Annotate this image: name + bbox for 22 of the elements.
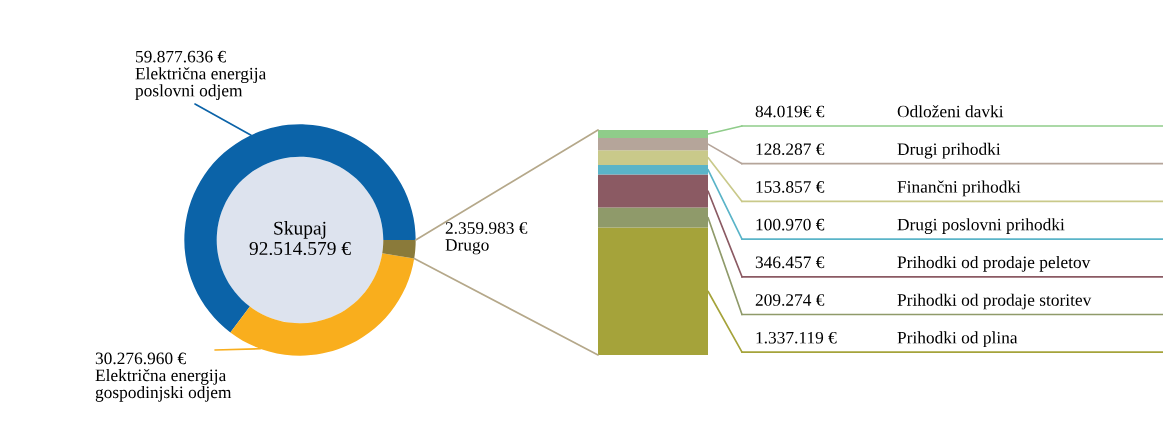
- data-label: 2.359.983 €: [445, 222, 528, 234]
- text: Prihodki od plina: [897, 331, 1018, 348]
- data-label: 153.857 €: [756, 181, 825, 193]
- text: Finančni prihodki: [897, 180, 1021, 197]
- slice-label: Električna energija poslovni odjem: [135, 67, 267, 100]
- text: Skupaj 92.514.579 €: [249, 221, 351, 256]
- text: Prihodki od prodaje peletov: [897, 255, 1091, 272]
- text: Drugi poslovni prihodki: [897, 218, 1065, 234]
- data-label: 100.970 €: [756, 218, 825, 231]
- data-label: 209.274 €: [755, 294, 825, 306]
- slice-label: Drugo: [445, 239, 489, 255]
- data-label: 59.877.636 €: [136, 50, 226, 63]
- text: Prihodki od prodaje storitev: [897, 293, 1092, 310]
- data-label: 1.337.119 €: [756, 331, 837, 344]
- data-label: 346.457 €: [755, 256, 825, 269]
- data-label: 30.276.960 €: [95, 352, 186, 365]
- data-label: 128.287 €: [756, 143, 825, 156]
- data-label: 84.019€ €: [755, 105, 825, 118]
- donut-slice: [382, 240, 416, 259]
- slice-label: Električna energija gospodinjski odjem: [95, 368, 232, 402]
- text: Drugi prihodki: [897, 142, 1001, 159]
- text: Odloženi davki: [897, 105, 1004, 118]
